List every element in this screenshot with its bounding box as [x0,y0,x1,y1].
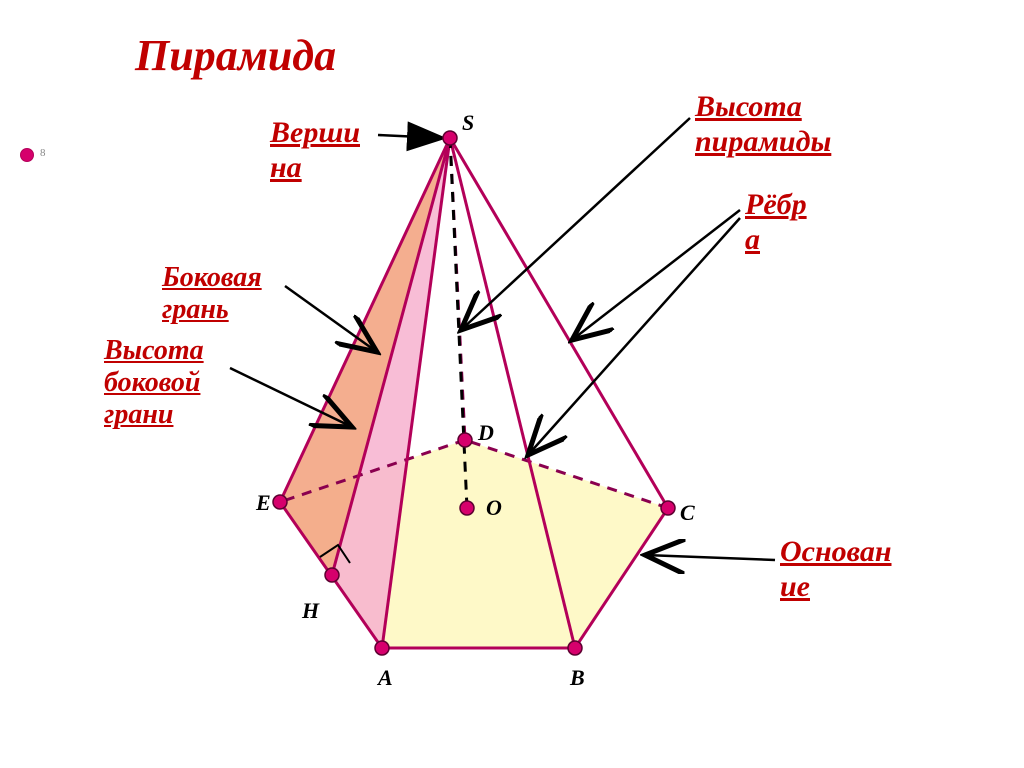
vertex-label-C: C [680,500,695,526]
label-base: Основание [780,535,892,604]
arrow-apex [378,135,442,138]
vertex-H [325,568,339,582]
vertex-B [568,641,582,655]
arrow-base [645,555,775,560]
vertex-D [458,433,472,447]
label-height: Высотапирамиды [695,90,831,159]
vertex-label-B: B [570,665,585,691]
vertex-label-O: O [486,495,502,521]
label-edges: Рёбра [745,188,807,257]
label-apothem: Высотабоковойграни [104,335,204,432]
vertex-label-A: A [378,665,393,691]
vertex-O [460,501,474,515]
slide-marker-number: 8 [40,147,46,159]
arrow-edges-2 [528,218,740,455]
title: Пирамида [135,30,336,81]
arrow-edges-1 [572,210,740,340]
vertex-S [443,131,457,145]
label-side: Боковаягрань [162,262,262,326]
arrow-side-face [285,286,377,352]
vertex-label-S: S [462,110,474,136]
vertex-label-H: H [302,598,319,624]
vertex-E [273,495,287,509]
label-apex: Вершина [270,116,360,185]
slide-marker-dot [20,148,34,162]
vertex-label-D: D [478,420,494,446]
arrow-height [461,118,690,330]
vertex-label-E: E [256,490,271,516]
vertex-C [661,501,675,515]
vertex-A [375,641,389,655]
